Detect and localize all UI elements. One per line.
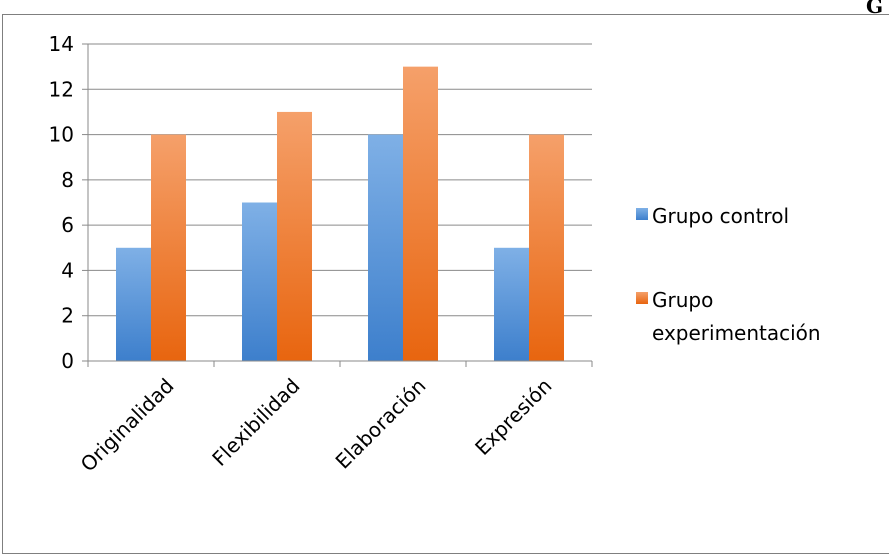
bar-chart: 0 2 4 6 8 10 12 14 Originalidad Flexibilidad Elab…: [49, 32, 821, 477]
y-tick-label: 6: [61, 213, 74, 237]
axes: [87, 44, 593, 367]
x-category-labels: Originalidad Flexibilidad Elaboración Expre…: [76, 374, 557, 477]
bar-experimentacion: [277, 111, 312, 361]
bars: [116, 66, 564, 362]
y-tick-label: 4: [61, 258, 74, 282]
x-category-label: Expresión: [470, 374, 556, 460]
legend-label: Grupo control: [652, 204, 789, 228]
x-category-label: Originalidad: [76, 374, 179, 477]
y-tick-label: 0: [61, 349, 74, 373]
bar-control: [116, 247, 151, 361]
y-tick-label: 10: [49, 123, 74, 147]
y-tick-label: 14: [49, 32, 74, 56]
legend-label: experimentación: [652, 321, 821, 345]
bar-experimentacion: [403, 66, 438, 362]
legend: Grupo control Grupo experimentación: [636, 204, 821, 345]
bar-experimentacion: [529, 134, 564, 361]
bar-experimentacion: [151, 134, 186, 361]
x-category-label: Flexibilidad: [207, 374, 304, 471]
legend-swatch: [636, 208, 648, 220]
legend-swatch: [636, 292, 648, 304]
corner-label: G: [866, 0, 884, 18]
y-tick-label: 8: [61, 168, 74, 192]
bar-control: [494, 247, 529, 361]
bar-control: [242, 202, 277, 361]
legend-label: Grupo: [652, 288, 713, 312]
y-tick-label: 2: [61, 304, 74, 328]
y-tick-label: 12: [49, 77, 74, 101]
x-category-label: Elaboración: [331, 374, 431, 474]
y-tick-labels: 0 2 4 6 8 10 12 14: [49, 32, 74, 373]
bar-control: [368, 134, 403, 361]
